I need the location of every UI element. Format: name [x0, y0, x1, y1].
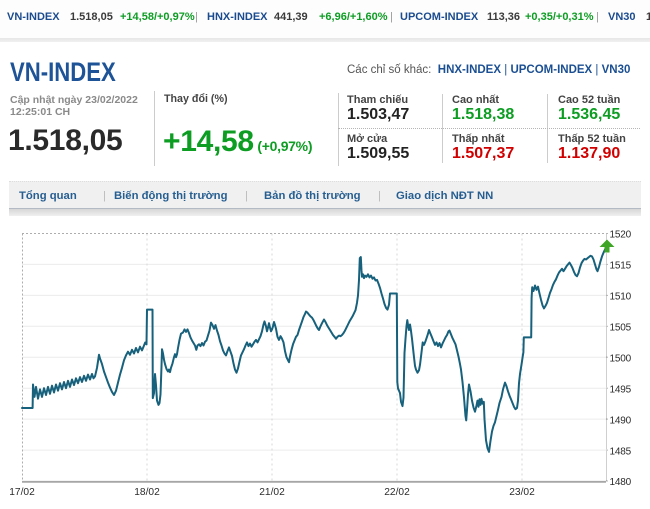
- svg-text:1500: 1500: [610, 353, 632, 364]
- svg-text:1505: 1505: [610, 323, 632, 334]
- svg-text:17/02: 17/02: [9, 487, 35, 498]
- svg-text:23/02: 23/02: [509, 487, 535, 498]
- svg-text:1510: 1510: [610, 292, 632, 303]
- svg-text:1515: 1515: [610, 261, 632, 272]
- svg-text:1480: 1480: [610, 477, 632, 488]
- svg-text:1490: 1490: [610, 415, 632, 426]
- svg-text:1485: 1485: [610, 446, 632, 457]
- svg-text:1520: 1520: [610, 230, 632, 241]
- svg-text:1495: 1495: [610, 384, 632, 395]
- svg-text:21/02: 21/02: [259, 487, 285, 498]
- svg-text:22/02: 22/02: [384, 487, 410, 498]
- svg-text:18/02: 18/02: [134, 487, 160, 498]
